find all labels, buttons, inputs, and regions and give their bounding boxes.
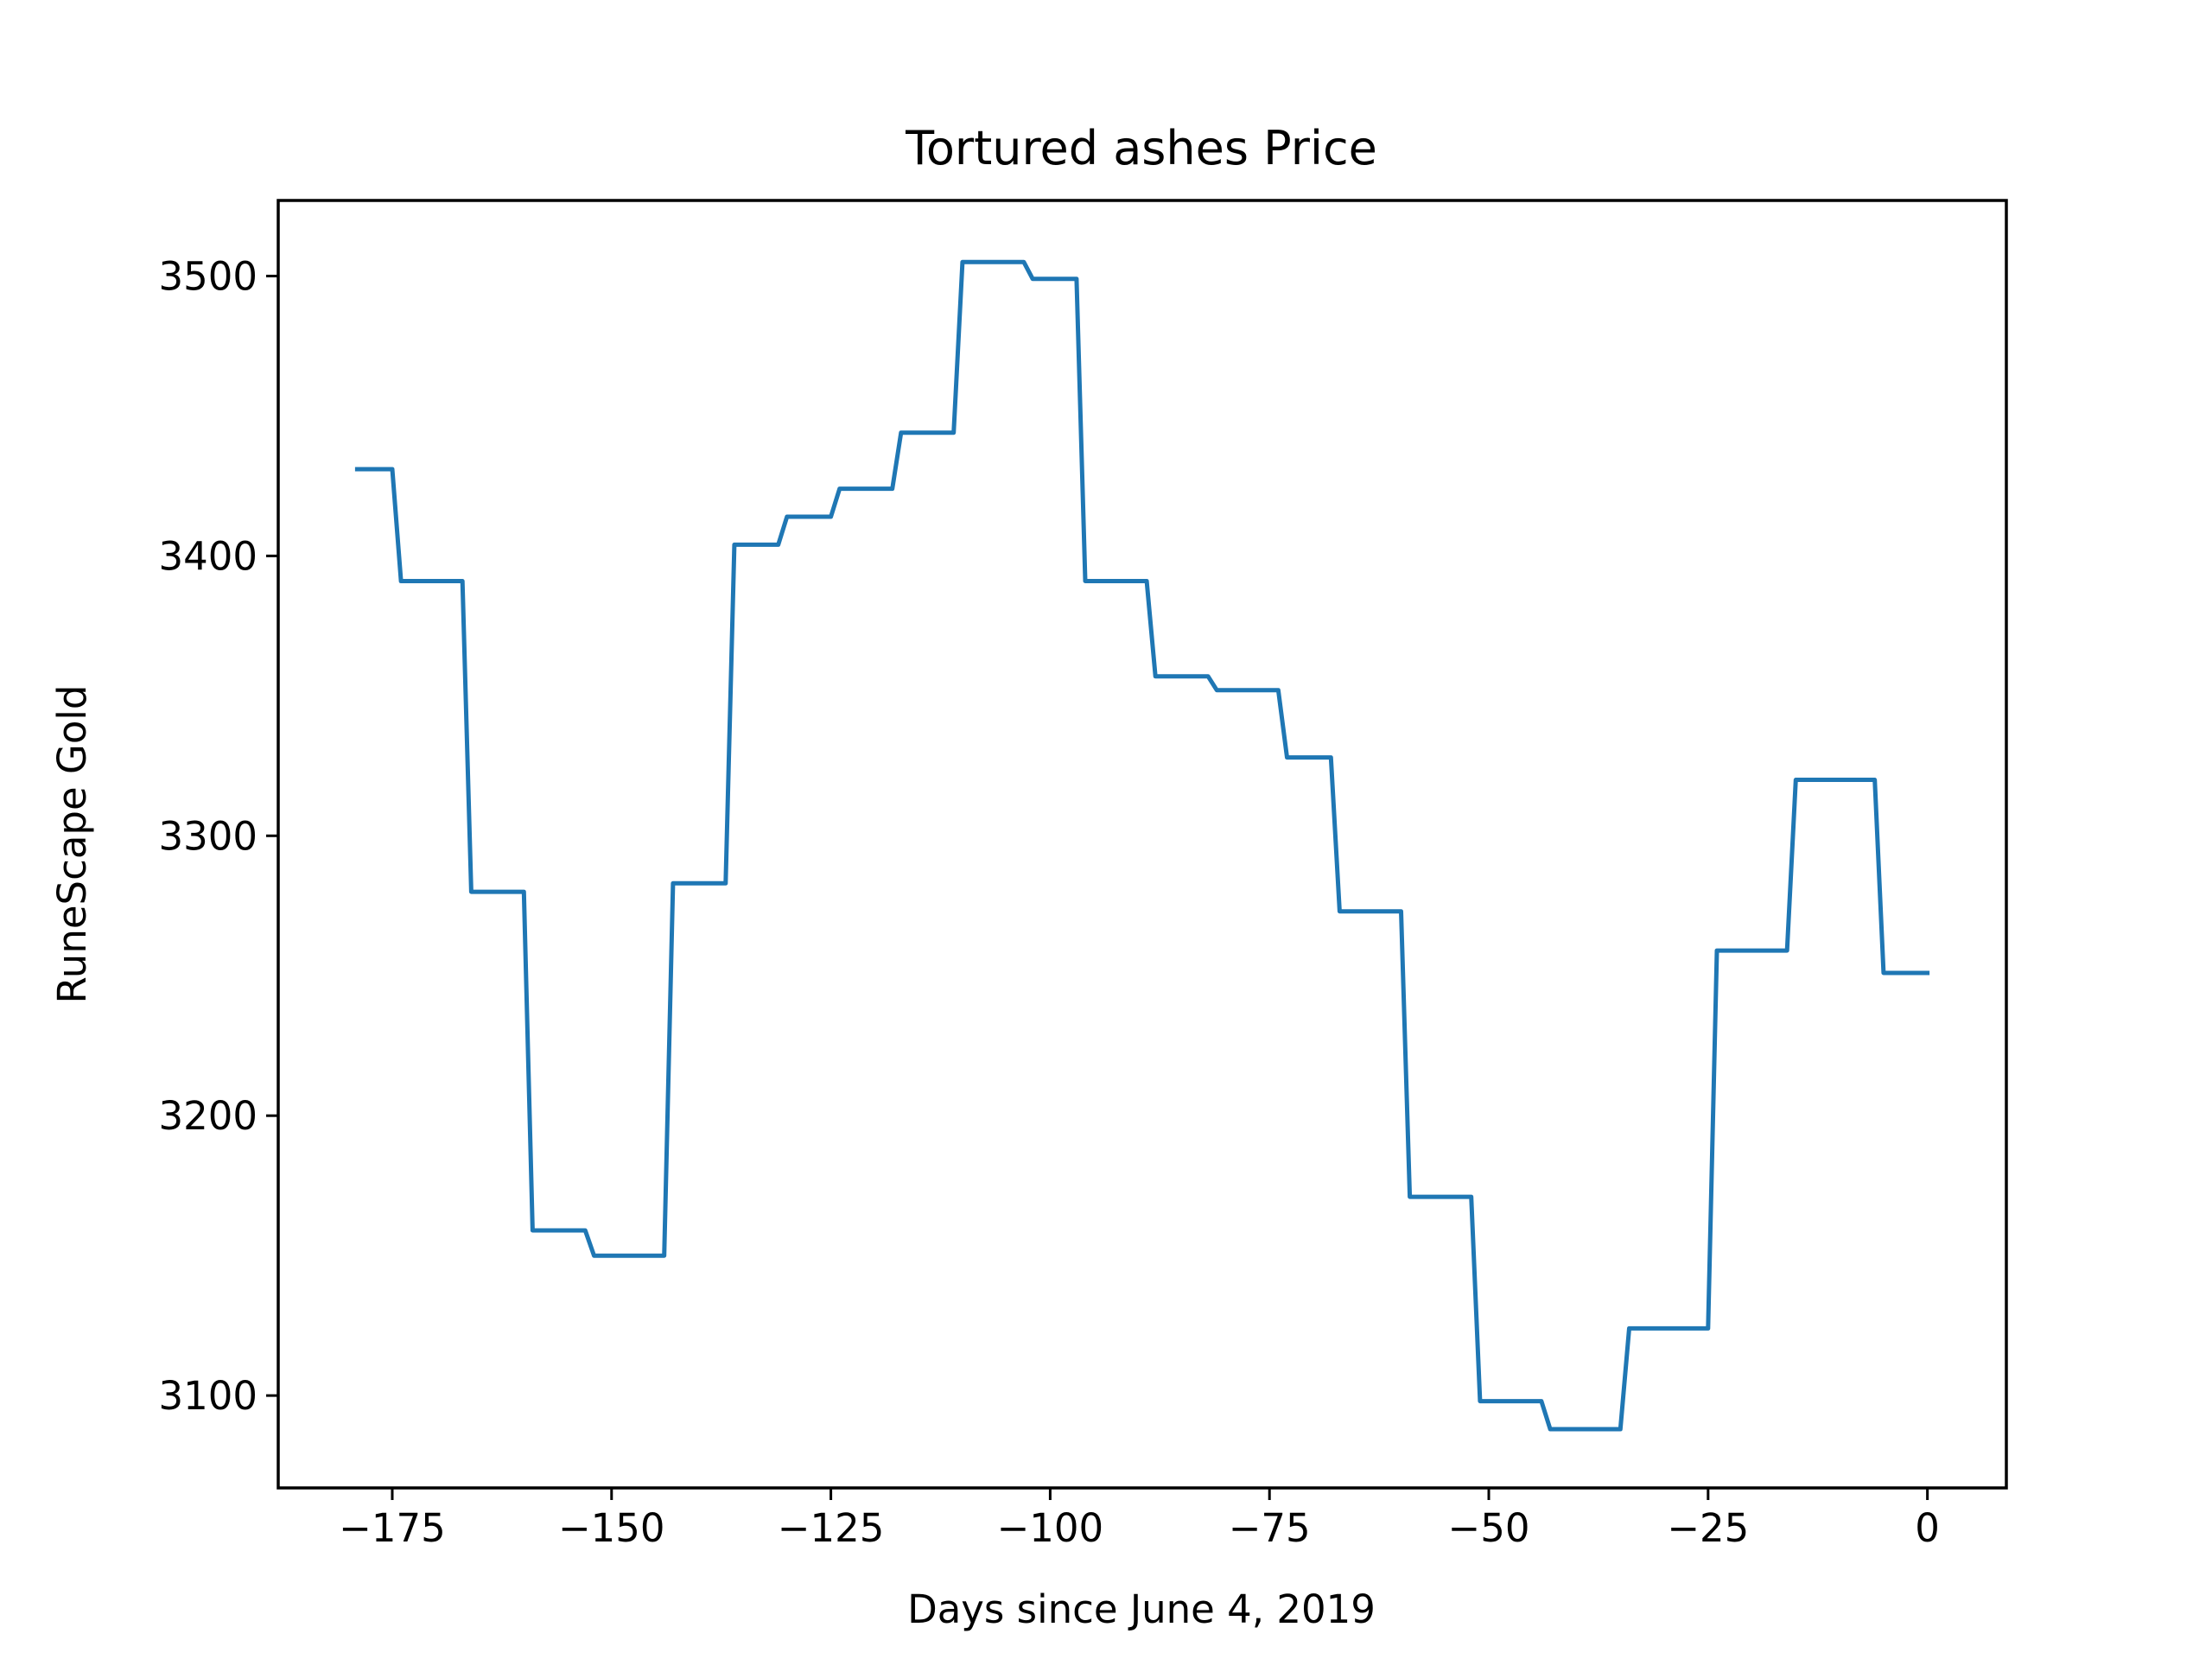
y-tick-label: 3300 [158,813,257,859]
x-tick-label: 0 [1915,1505,1940,1551]
x-tick-label: −175 [339,1505,446,1551]
x-tick-label: −100 [997,1505,1104,1551]
series-line-0 [354,259,1930,1432]
x-tick-label: −25 [1667,1505,1749,1551]
x-tick-label: −125 [778,1505,885,1551]
y-tick-label: 3500 [158,253,257,299]
x-tick-label: −150 [558,1505,665,1551]
y-tick-label: 3100 [158,1373,257,1419]
y-tick-label: 3200 [158,1093,257,1139]
x-axis-label: Days since June 4, 2019 [907,1586,1376,1632]
x-axis: −175 −150 −125 −100 −75 −50 −25 0 [339,1488,1940,1551]
plot-frame [276,199,2008,1490]
x-tick-label: −75 [1229,1505,1311,1551]
chart-title: Tortured ashes Price [905,121,1377,175]
x-tick-label: −50 [1448,1505,1530,1551]
series-layer [354,259,1930,1432]
y-tick-label: 3400 [158,533,257,579]
y-axis: 3100 3200 3300 3400 3500 [158,253,278,1419]
y-axis-label: RuneScape Gold [49,685,95,1004]
